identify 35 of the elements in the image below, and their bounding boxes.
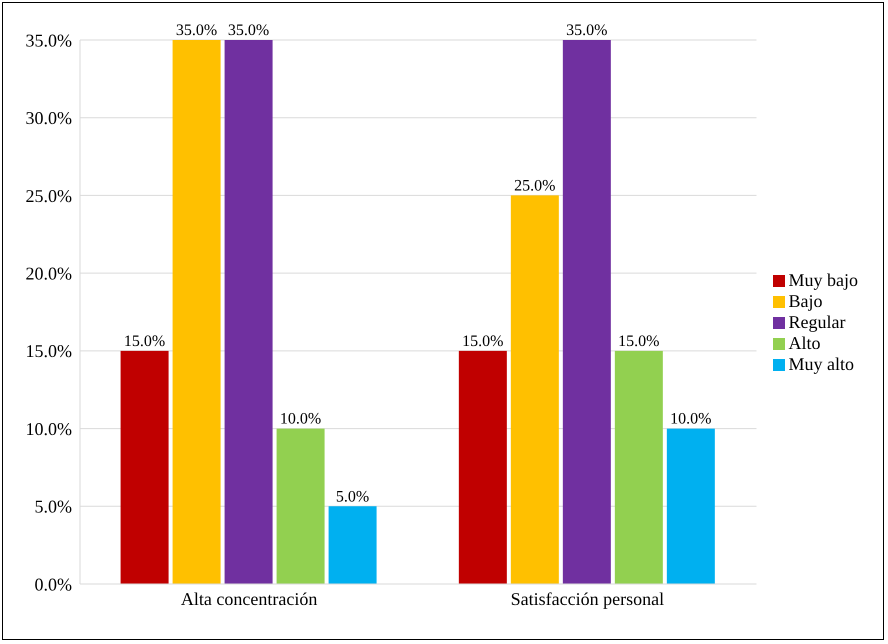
y-tick-label: 0.0% <box>34 574 72 594</box>
bar <box>120 350 169 584</box>
y-tick-label: 35.0% <box>26 30 72 50</box>
bar <box>172 40 221 584</box>
bar <box>276 428 325 584</box>
data-label: 35.0% <box>566 22 608 39</box>
data-label: 10.0% <box>670 410 712 428</box>
data-label: 35.0% <box>228 22 270 39</box>
y-tick-label: 15.0% <box>26 341 72 362</box>
y-tick-label: 25.0% <box>26 186 72 206</box>
bar <box>328 506 377 584</box>
data-label: 25.0% <box>514 177 556 194</box>
legend-label: Bajo <box>788 290 822 310</box>
bar <box>614 350 663 584</box>
data-label: 15.0% <box>462 332 504 350</box>
y-tick-label: 20.0% <box>26 264 72 284</box>
data-label: 15.0% <box>618 332 660 350</box>
bar <box>458 350 507 584</box>
bar <box>510 195 559 584</box>
legend-label: Alto <box>788 332 821 352</box>
legend-label: Muy bajo <box>788 270 858 290</box>
data-label: 5.0% <box>336 488 370 506</box>
y-tick-label: 10.0% <box>26 418 72 439</box>
data-label: 35.0% <box>176 22 218 39</box>
data-label: 15.0% <box>124 332 166 350</box>
legend-label: Regular <box>788 312 846 332</box>
bar <box>562 40 611 584</box>
x-tick-label: Satisfacción personal <box>510 588 664 609</box>
x-tick-label: Alta concentración <box>180 588 318 609</box>
bar <box>666 428 715 584</box>
legend-label: Muy alto <box>788 354 854 374</box>
bar <box>224 40 273 584</box>
y-tick-label: 30.0% <box>26 108 72 128</box>
y-tick-label: 5.0% <box>34 496 72 517</box>
data-label: 10.0% <box>280 410 322 428</box>
